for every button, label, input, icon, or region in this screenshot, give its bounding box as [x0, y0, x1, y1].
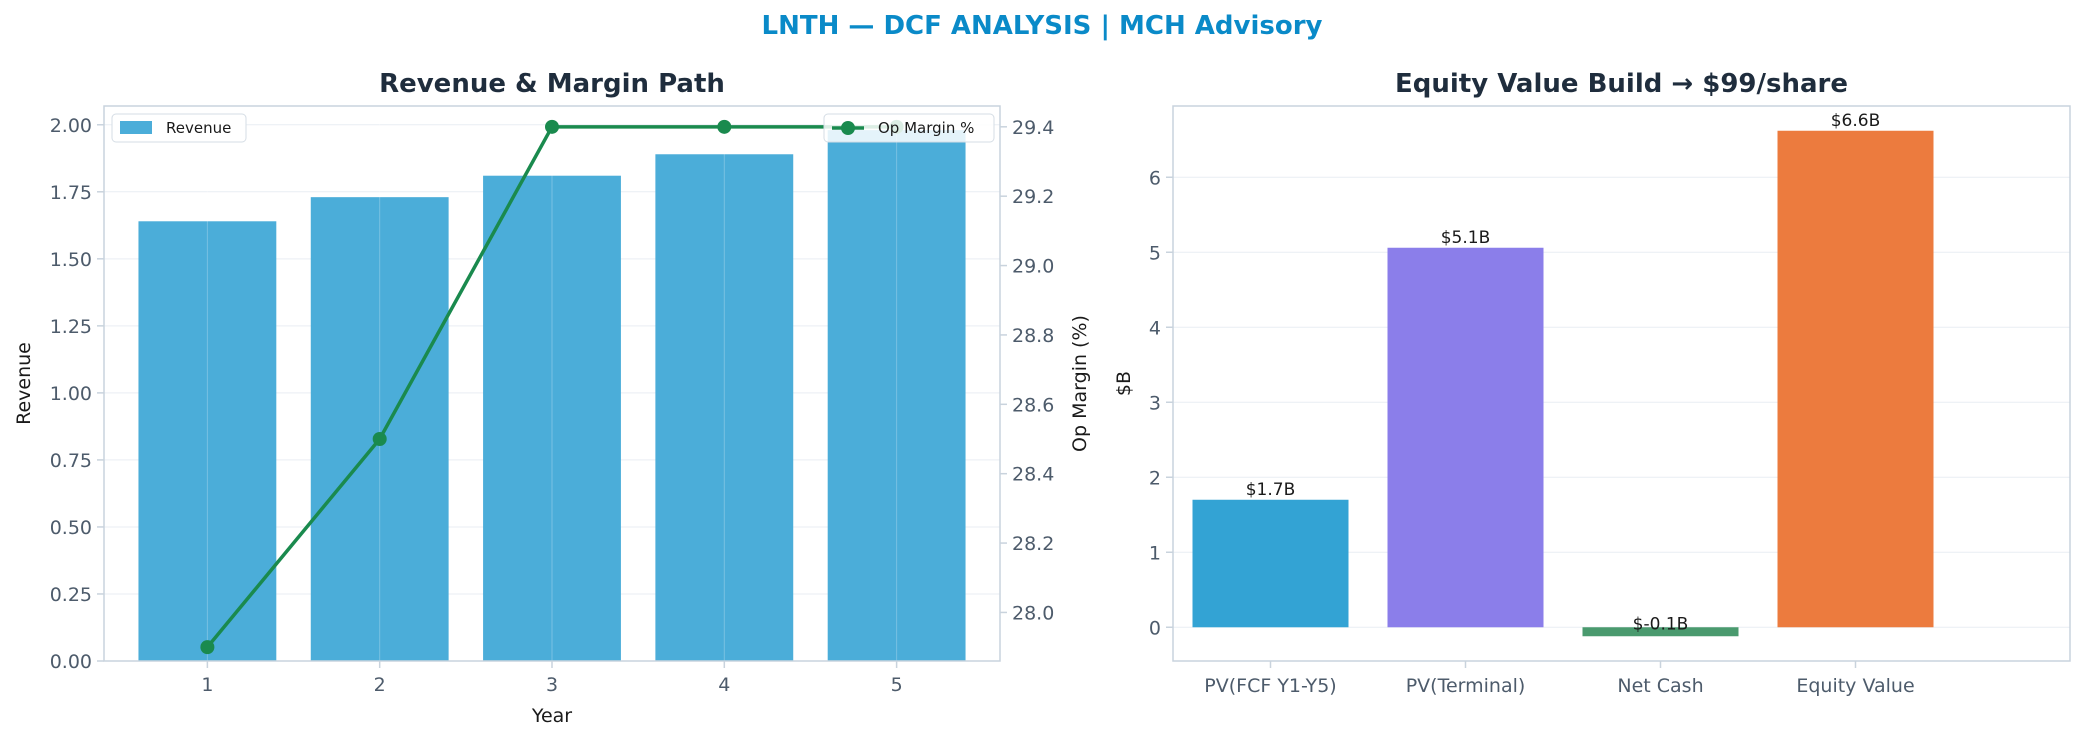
revenue-bar	[655, 154, 794, 661]
y-right-tick-label: 28.8	[1012, 325, 1054, 347]
op-margin-point	[545, 119, 559, 134]
y-tick-label: 0	[1149, 617, 1161, 639]
plot-frame	[1172, 105, 2071, 662]
legend-marker	[841, 121, 855, 135]
legend-box	[823, 113, 995, 143]
equity-bar	[1777, 130, 1934, 628]
equity-build-chart: Equity Value Build → $99/share 0 1 2 3 4 5 6 $1.…	[1113, 69, 2071, 697]
x-tick-label: PV(Terminal)	[1406, 675, 1526, 697]
y-axis-label: $B	[1113, 371, 1135, 396]
legend-swatch	[120, 121, 152, 134]
y-tick-label: 1.25	[50, 316, 92, 338]
y-tick-label: 0.50	[50, 517, 92, 539]
op-margin-point	[372, 432, 387, 446]
y-right-tick-label: 28.0	[1012, 602, 1054, 624]
y-right-tick-label: 28.4	[1012, 464, 1054, 486]
legend-label: Revenue	[166, 119, 231, 137]
equity-bar	[1582, 627, 1739, 637]
legend-label: Op Margin %	[878, 119, 974, 137]
y-tick-label: 0.00	[50, 651, 92, 673]
y-tick-label: 2	[1149, 467, 1161, 489]
equity-bar	[1387, 247, 1544, 628]
y-tick-label: 5	[1149, 242, 1161, 264]
revenue-bar	[827, 130, 966, 661]
y-right-tick-label: 29.2	[1012, 186, 1054, 208]
y-tick-label: 1.00	[50, 383, 92, 405]
y-tick-label: 0.25	[50, 584, 92, 606]
x-tick-label: Net Cash	[1617, 675, 1703, 697]
y-tick-label: 1.75	[50, 182, 92, 204]
data-label: $-0.1B	[1633, 614, 1689, 634]
y-right-tick-label: 28.6	[1012, 394, 1054, 416]
equity-bar	[1192, 499, 1349, 628]
revenue-margin-chart: Revenue & Margin Path 0.00 0.25 0.50 0.75 1.0…	[13, 69, 1091, 727]
op-margin-point	[200, 640, 215, 655]
revenue-bar	[138, 221, 277, 661]
y-tick-label: 6	[1149, 167, 1161, 189]
chart-title: Revenue & Margin Path	[379, 69, 725, 99]
y-right-tick-label: 29.4	[1012, 117, 1054, 139]
x-tick-label: 2	[374, 674, 386, 696]
y-right-tick-label: 28.2	[1012, 533, 1054, 555]
y-tick-label: 4	[1149, 317, 1161, 339]
x-tick-label: Equity Value	[1796, 675, 1914, 697]
chart-title: Equity Value Build → $99/share	[1395, 69, 1848, 99]
data-label: $5.1B	[1441, 228, 1491, 248]
y-axis-label: Revenue	[13, 342, 35, 425]
figure-title: LNTH — DCF ANALYSIS | MCH Advisory	[762, 11, 1323, 41]
x-axis-label: Year	[531, 705, 572, 727]
x-tick-label: 5	[891, 674, 903, 696]
revenue-bar	[483, 175, 621, 661]
data-label: $6.6B	[1831, 111, 1881, 131]
revenue-bar	[310, 197, 449, 661]
op-margin-point	[717, 119, 732, 134]
y-right-tick-label: 29.0	[1012, 256, 1054, 278]
x-tick-label: 4	[718, 674, 730, 696]
legend-op-margin: Op Margin %	[823, 113, 995, 143]
y-tick-label: 1.50	[50, 249, 92, 271]
legend-revenue: Revenue	[111, 113, 247, 143]
data-label: $1.7B	[1246, 480, 1296, 500]
y-tick-label: 2.00	[50, 115, 92, 137]
y-tick-label: 0.75	[50, 450, 92, 472]
y-right-axis-label: Op Margin (%)	[1069, 315, 1091, 452]
x-tick-label: PV(FCF Y1-Y5)	[1204, 675, 1336, 697]
x-tick-label: 3	[546, 674, 558, 696]
y-tick-label: 3	[1149, 392, 1161, 414]
y-tick-label: 1	[1149, 542, 1161, 564]
x-tick-label: 1	[201, 674, 213, 696]
